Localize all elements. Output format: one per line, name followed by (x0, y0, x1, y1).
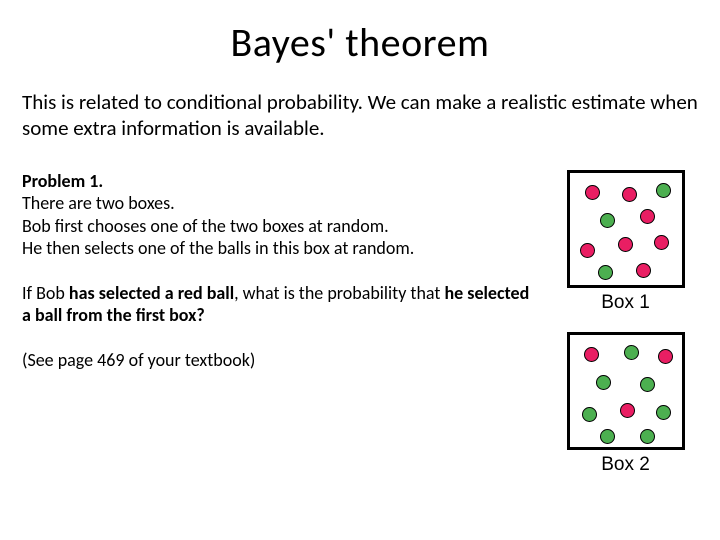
green-ball-icon (600, 213, 615, 228)
boxes-column: Box 1 Box 2 (553, 170, 698, 476)
green-ball-icon (656, 183, 671, 198)
q-mid: , what is the probability that (234, 282, 444, 304)
problem-footnote: (See page 469 of your textbook) (22, 349, 535, 372)
red-ball-icon (654, 235, 669, 250)
box2-group: Box 2 (553, 332, 698, 476)
intro-text: This is related to conditional probabili… (22, 89, 698, 142)
box1-label: Box 1 (601, 292, 650, 314)
green-ball-icon (624, 345, 639, 360)
problem-heading: Problem 1. (22, 170, 103, 192)
red-ball-icon (622, 187, 637, 202)
green-ball-icon (600, 429, 615, 444)
red-ball-icon (585, 185, 600, 200)
q-pre: If Bob (22, 282, 69, 304)
slide-title: Bayes' theorem (22, 18, 698, 67)
red-ball-icon (580, 243, 595, 258)
green-ball-icon (598, 265, 613, 280)
slide: Bayes' theorem This is related to condit… (0, 0, 720, 540)
green-ball-icon (596, 375, 611, 390)
green-ball-icon (582, 407, 597, 422)
red-ball-icon (658, 349, 673, 364)
box1-diagram (567, 170, 685, 288)
problem-setup: Problem 1. There are two boxes. Bob firs… (22, 170, 535, 260)
green-ball-icon (656, 405, 671, 420)
red-ball-icon (618, 237, 633, 252)
box2-diagram (567, 332, 685, 450)
content-row: Problem 1. There are two boxes. Bob firs… (22, 170, 698, 476)
q-bold1: has selected a red ball (69, 282, 234, 304)
problem-line3: He then selects one of the balls in this… (22, 237, 414, 259)
green-ball-icon (640, 429, 655, 444)
box1-group: Box 1 (553, 170, 698, 314)
box2-label: Box 2 (601, 454, 650, 476)
green-ball-icon (640, 377, 655, 392)
red-ball-icon (636, 263, 651, 278)
red-ball-icon (620, 403, 635, 418)
problem-question: If Bob has selected a red ball, what is … (22, 282, 535, 327)
problem-line1: There are two boxes. (22, 192, 175, 214)
red-ball-icon (640, 209, 655, 224)
red-ball-icon (584, 347, 599, 362)
problem-text: Problem 1. There are two boxes. Bob firs… (22, 170, 535, 476)
problem-line2: Bob first chooses one of the two boxes a… (22, 215, 389, 237)
